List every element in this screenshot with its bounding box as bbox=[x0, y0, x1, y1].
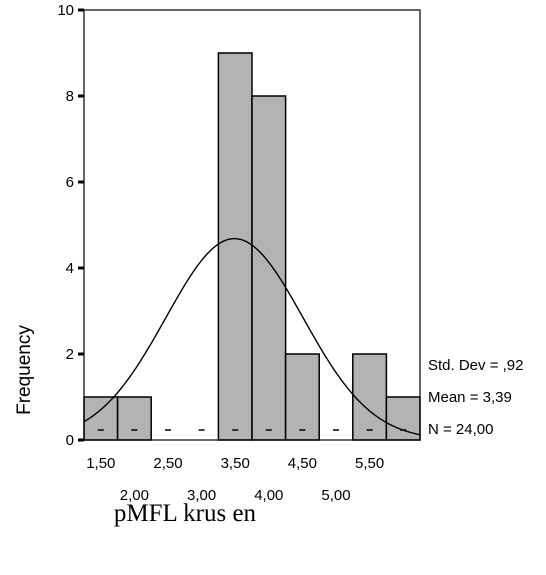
histogram-bar bbox=[284, 353, 320, 441]
x-tick-label: 2,00 bbox=[120, 487, 149, 504]
x-tick-label: 4,00 bbox=[254, 487, 283, 504]
plot-frame bbox=[83, 9, 421, 441]
x-tick-label: 3,50 bbox=[221, 455, 250, 472]
histogram-bar bbox=[352, 353, 388, 441]
y-tick-label: 6 bbox=[66, 174, 74, 191]
histogram-bar bbox=[116, 396, 152, 441]
y-tick-label: 10 bbox=[57, 2, 74, 19]
x-tick-label: 5,50 bbox=[355, 455, 384, 472]
y-tick-label: 2 bbox=[66, 346, 74, 363]
x-tick-label: 2,50 bbox=[153, 455, 182, 472]
x-tick-label: 1,50 bbox=[86, 455, 115, 472]
y-axis-title: Frequency bbox=[14, 325, 35, 415]
histogram-bar bbox=[251, 95, 287, 441]
x-tick-label: 5,00 bbox=[321, 487, 350, 504]
y-tick-label: 4 bbox=[66, 260, 74, 277]
y-tick-label: 8 bbox=[66, 88, 74, 105]
mean-label: Mean = 3,39 bbox=[428, 389, 512, 406]
normal-curve bbox=[83, 237, 421, 436]
x-tick-label: 3,00 bbox=[187, 487, 216, 504]
y-tick-label: 0 bbox=[66, 432, 74, 449]
std-dev-label: Std. Dev = ,92 bbox=[428, 357, 523, 374]
n-label: N = 24,00 bbox=[428, 421, 493, 438]
x-axis-title: pMFL krus en bbox=[113, 500, 257, 527]
x-tick-label: 4,50 bbox=[288, 455, 317, 472]
histogram-bar bbox=[217, 52, 253, 441]
